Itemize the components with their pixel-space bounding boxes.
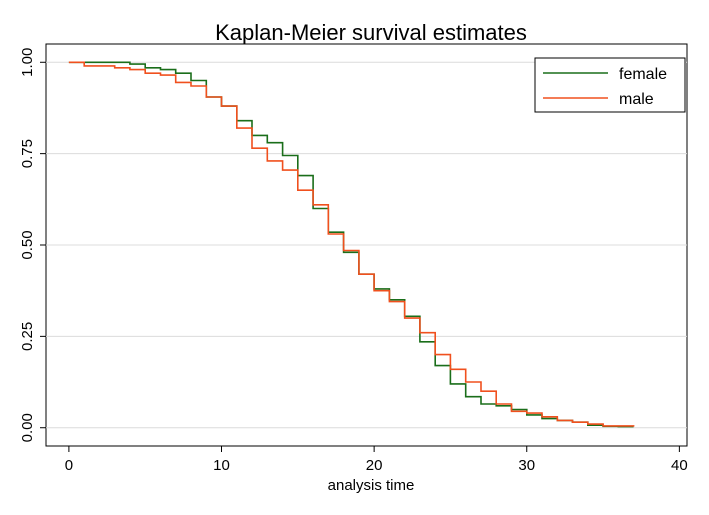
series-lines — [68, 61, 635, 428]
x-tick-label: 30 — [518, 457, 535, 474]
y-tick-label: 1.00 — [19, 48, 36, 77]
y-tick-label: 0.50 — [19, 230, 36, 259]
x-tick-label: 20 — [366, 457, 383, 474]
chart-title: Kaplan-Meier survival estimates — [215, 20, 527, 45]
y-tick-label: 0.75 — [19, 139, 36, 168]
y-tick-label: 0.25 — [19, 322, 36, 351]
x-axis-label: analysis time — [328, 477, 415, 494]
legend: female male — [534, 57, 686, 113]
legend-box — [534, 57, 686, 113]
legend-label-female: female — [619, 66, 667, 83]
y-tick-label: 0.00 — [19, 413, 36, 442]
x-tick-label: 40 — [671, 457, 688, 474]
axes: 0.00 0.25 0.50 0.75 1.00 0 10 20 30 40 — [19, 48, 688, 474]
legend-label-male: male — [619, 91, 654, 108]
x-tick-label: 10 — [213, 457, 230, 474]
series-line-male — [68, 61, 635, 427]
x-tick-label: 0 — [65, 457, 73, 474]
